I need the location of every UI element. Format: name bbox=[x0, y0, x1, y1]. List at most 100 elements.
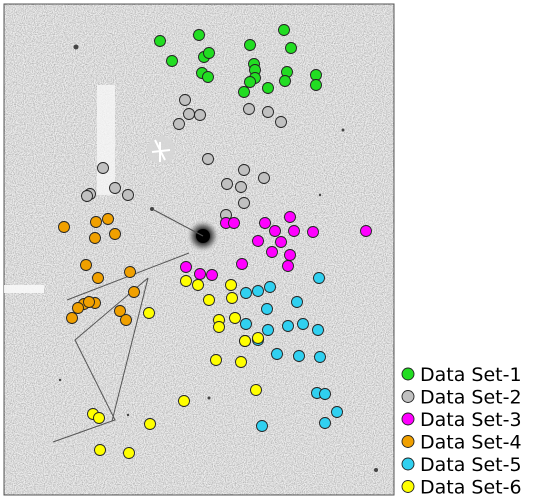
data-points bbox=[58, 24, 372, 459]
point-series-5-6 bbox=[261, 303, 273, 315]
point-series-2-5 bbox=[262, 106, 274, 118]
legend-marker-3 bbox=[401, 412, 415, 426]
point-series-1-2 bbox=[193, 29, 205, 41]
point-series-2-10 bbox=[97, 162, 109, 174]
point-series-5-14 bbox=[271, 348, 283, 360]
legend-label-5: Data Set-5 bbox=[420, 454, 522, 476]
point-series-1-12 bbox=[202, 71, 214, 83]
point-series-1-19 bbox=[262, 82, 274, 94]
point-series-5-4 bbox=[240, 287, 252, 299]
point-series-4-4 bbox=[89, 232, 101, 244]
sky-background bbox=[3, 3, 395, 496]
point-series-4-16 bbox=[120, 314, 132, 326]
point-series-6-18 bbox=[144, 418, 156, 430]
point-series-6-8 bbox=[229, 312, 241, 324]
point-series-1-14 bbox=[310, 69, 322, 81]
point-series-5-11 bbox=[312, 324, 324, 336]
point-series-5-2 bbox=[264, 281, 276, 293]
point-series-6-1 bbox=[180, 275, 192, 287]
point-series-2-2 bbox=[183, 108, 195, 120]
point-series-6-10 bbox=[239, 335, 251, 347]
point-series-2-7 bbox=[275, 116, 287, 128]
legend-label-3: Data Set-3 bbox=[420, 409, 522, 431]
point-series-2-15 bbox=[122, 189, 134, 201]
point-series-2-4 bbox=[243, 103, 255, 115]
legend-marker-4 bbox=[401, 435, 415, 448]
point-series-3-11 bbox=[266, 246, 278, 258]
point-series-1-17 bbox=[279, 75, 291, 87]
point-series-3-7 bbox=[307, 226, 319, 238]
point-series-6-6 bbox=[143, 307, 155, 319]
legend-marker-6 bbox=[401, 480, 415, 493]
point-series-4-1 bbox=[58, 221, 70, 233]
point-series-3-8 bbox=[360, 225, 372, 237]
point-series-2-14 bbox=[109, 182, 121, 194]
point-series-6-17 bbox=[93, 412, 105, 424]
point-series-3-16 bbox=[194, 268, 206, 280]
point-series-5-18 bbox=[319, 388, 331, 400]
point-series-3-9 bbox=[252, 235, 264, 247]
point-series-5-21 bbox=[256, 420, 268, 432]
point-series-2-12 bbox=[221, 178, 233, 190]
point-series-3-13 bbox=[282, 260, 294, 272]
point-series-2-17 bbox=[81, 190, 93, 202]
legend-label-2: Data Set-2 bbox=[420, 387, 522, 409]
point-series-1-16 bbox=[244, 76, 256, 88]
point-series-6-20 bbox=[123, 447, 135, 459]
point-series-6-5 bbox=[226, 292, 238, 304]
point-series-5-5 bbox=[291, 296, 303, 308]
point-series-4-13 bbox=[72, 302, 84, 314]
point-series-3-3 bbox=[284, 211, 296, 223]
point-series-6-13 bbox=[235, 356, 247, 368]
point-series-5-16 bbox=[314, 351, 326, 363]
point-series-5-10 bbox=[262, 324, 274, 336]
point-series-4-7 bbox=[124, 266, 136, 278]
legend-marker-5 bbox=[401, 457, 415, 471]
point-series-6-3 bbox=[225, 279, 237, 291]
point-series-6-11 bbox=[252, 332, 264, 344]
point-series-2-9 bbox=[238, 164, 250, 176]
point-series-6-12 bbox=[210, 354, 222, 366]
legend-label-6: Data Set-6 bbox=[420, 477, 522, 499]
point-series-5-3 bbox=[252, 285, 264, 297]
point-series-4-12 bbox=[83, 296, 95, 308]
point-series-5-15 bbox=[293, 350, 305, 362]
point-series-6-15 bbox=[178, 395, 190, 407]
point-series-1-8 bbox=[203, 47, 215, 59]
point-series-2-11 bbox=[258, 172, 270, 184]
point-series-3-12 bbox=[284, 249, 296, 261]
point-series-3-4 bbox=[259, 217, 271, 229]
point-series-2-13 bbox=[235, 181, 247, 193]
point-series-4-14 bbox=[114, 305, 126, 317]
point-series-1-20 bbox=[238, 86, 250, 98]
legend-label-1: Data Set-1 bbox=[420, 364, 522, 386]
point-series-3-5 bbox=[269, 225, 281, 237]
point-series-4-8 bbox=[92, 272, 104, 284]
point-series-6-19 bbox=[94, 444, 106, 456]
point-series-1-4 bbox=[244, 39, 256, 51]
point-series-1-3 bbox=[278, 24, 290, 36]
point-series-2-3 bbox=[194, 109, 206, 121]
point-series-6-4 bbox=[203, 294, 215, 306]
point-series-6-2 bbox=[192, 279, 204, 291]
point-series-5-19 bbox=[331, 406, 343, 418]
point-series-4-2 bbox=[90, 216, 102, 228]
point-series-3-15 bbox=[180, 261, 192, 273]
point-series-4-6 bbox=[80, 259, 92, 271]
point-series-5-7 bbox=[297, 318, 309, 330]
point-series-3-17 bbox=[206, 269, 218, 281]
point-series-5-9 bbox=[282, 320, 294, 332]
point-series-3-6 bbox=[288, 225, 300, 237]
point-series-3-2 bbox=[228, 217, 240, 229]
point-series-1-6 bbox=[166, 55, 178, 67]
legend-marker-2 bbox=[401, 390, 415, 403]
point-series-4-5 bbox=[109, 228, 121, 240]
point-series-6-9 bbox=[213, 321, 225, 333]
point-series-2-8 bbox=[202, 153, 214, 165]
point-series-2-1 bbox=[179, 94, 191, 106]
point-series-4-15 bbox=[66, 312, 78, 324]
point-series-4-3 bbox=[102, 213, 114, 225]
point-series-5-1 bbox=[313, 272, 325, 284]
